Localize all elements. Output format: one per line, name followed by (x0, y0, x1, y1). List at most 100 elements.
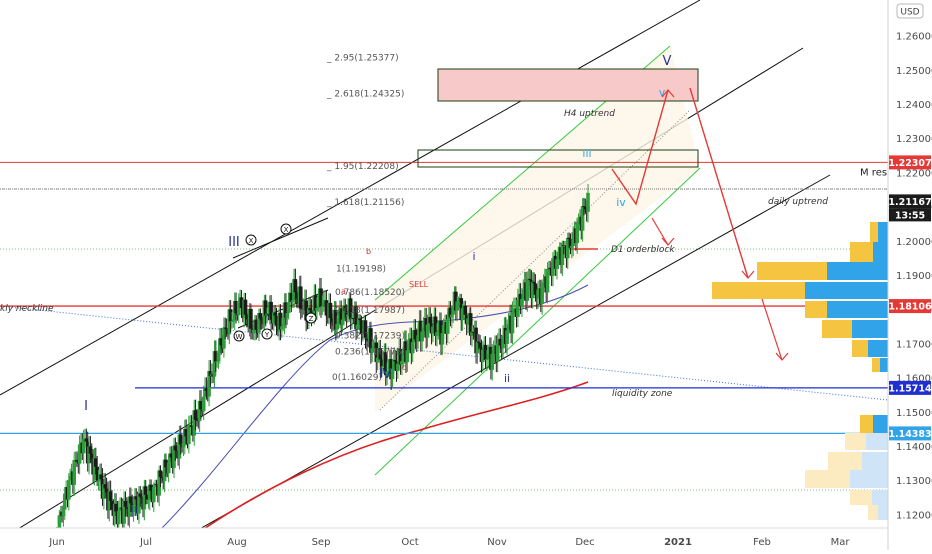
projection-path (759, 292, 783, 361)
candle-body (346, 314, 350, 317)
candle-body (137, 493, 141, 514)
candle-body (361, 333, 365, 335)
candle-body (280, 326, 284, 330)
volume-bar (878, 505, 888, 520)
countdown-label: 13:55 (895, 210, 925, 221)
candle-body (77, 444, 82, 464)
candle-body (254, 319, 259, 330)
candle-body (192, 410, 197, 436)
candle-body (468, 313, 473, 336)
candle-body (485, 359, 489, 361)
price-badge-label: 1.18106 (888, 302, 932, 313)
candle-body (290, 300, 295, 302)
candle-body (293, 279, 298, 293)
candle-body (119, 507, 124, 509)
trend-channel-line[interactable] (0, 0, 701, 396)
candle-body (450, 314, 454, 318)
candle-body (392, 359, 396, 369)
candle-body (110, 500, 114, 510)
projection-path (651, 217, 669, 246)
candle-body (396, 363, 400, 371)
candle-body (406, 344, 411, 351)
candle-body (532, 281, 536, 284)
candle-body (501, 335, 505, 349)
wave-circle (280, 223, 292, 235)
candle-body (370, 348, 375, 353)
candle-body (378, 348, 383, 360)
candle-body (575, 224, 580, 244)
price-badge[interactable] (889, 426, 931, 441)
candle-body (199, 400, 203, 410)
candle-body (62, 493, 67, 510)
resistance-label: M res (860, 167, 887, 178)
candle-body (451, 305, 455, 315)
candle-body (321, 300, 326, 307)
wave-label: X (249, 237, 254, 245)
candle-body (439, 320, 443, 345)
candle-body (385, 371, 389, 376)
dotted-trendline (0, 305, 888, 401)
candle-body (154, 483, 159, 485)
price-badge-label: 1.22307 (888, 158, 931, 169)
candle-body (354, 306, 358, 330)
candle-body (410, 342, 415, 354)
candle-body (551, 258, 555, 276)
price-axis: USD1.120001.130001.140001.150001.160001.… (887, 0, 932, 550)
price-badge[interactable] (889, 155, 931, 170)
y-tick-label: 1.12000 (896, 510, 932, 521)
volume-bar (880, 358, 888, 372)
candle-body (435, 332, 439, 336)
candle-body (162, 459, 167, 482)
candle-body (576, 220, 581, 225)
candle-body (298, 286, 303, 309)
countdown-badge (889, 208, 931, 222)
candle-body (218, 338, 222, 353)
candle-body (215, 361, 219, 363)
currency-box[interactable] (896, 3, 924, 19)
price-badge[interactable] (889, 299, 931, 314)
candle-body (222, 327, 226, 349)
price-badge[interactable] (889, 380, 931, 395)
volume-bar (850, 490, 872, 505)
candle-body (68, 475, 72, 481)
candle-body (193, 410, 198, 420)
wave-label: v (659, 86, 666, 99)
candle-body (528, 278, 532, 280)
candle-body (294, 292, 299, 299)
volume-profile (712, 222, 888, 520)
wave-circle (233, 330, 245, 342)
price-badge[interactable] (889, 194, 931, 209)
candle-body (216, 352, 221, 362)
candle-body (379, 359, 384, 367)
candle-body (81, 439, 86, 454)
candle-body (348, 298, 353, 320)
wave-label: ii (504, 372, 510, 385)
candle-body (187, 425, 191, 444)
candle-body (172, 445, 176, 468)
candle-body (390, 368, 395, 380)
candle-body (168, 453, 172, 463)
candle-body (284, 302, 288, 318)
candle-body (498, 338, 503, 346)
candle-body (108, 491, 113, 501)
y-tick-label: 1.22000 (896, 168, 932, 179)
resistance-zone-box[interactable] (417, 149, 699, 168)
candle-body (153, 483, 157, 487)
target-zone-box[interactable] (437, 68, 699, 102)
y-tick-label: 1.15000 (896, 408, 932, 419)
volume-bar (805, 301, 827, 318)
candle-body (329, 318, 334, 323)
candle-body (565, 237, 570, 259)
green-channel-line[interactable] (374, 167, 701, 476)
candle-body (102, 484, 106, 499)
sell-label: SELL (409, 280, 429, 289)
wave-label: a (341, 287, 346, 296)
candle-body (273, 312, 277, 316)
candle-body (324, 300, 329, 316)
candle-body (173, 445, 178, 451)
candle-body (471, 331, 476, 333)
candle-body (505, 330, 509, 344)
volume-bar (862, 452, 888, 470)
